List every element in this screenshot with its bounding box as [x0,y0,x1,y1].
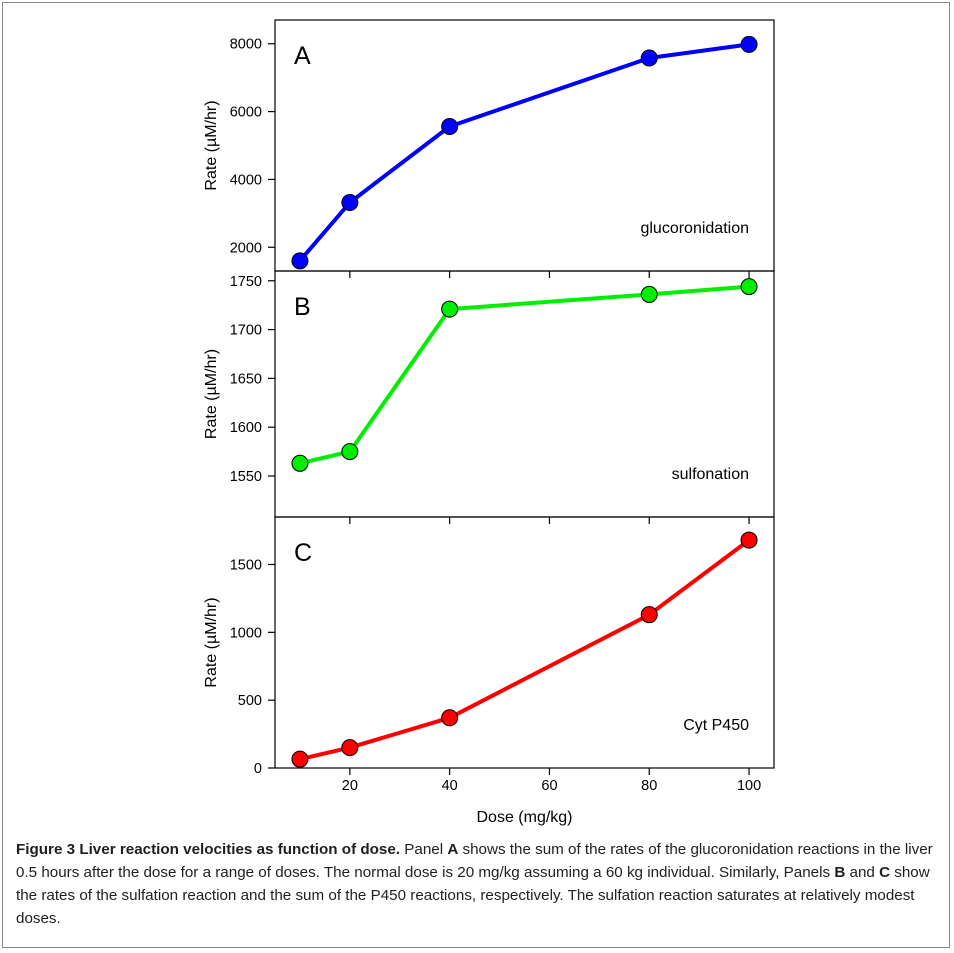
panel-a-data-point [640,49,658,67]
panel-c-y-axis-label: Rate (µM/hr) [203,597,220,687]
panel-a-y-tick-label: 6000 [230,105,262,121]
panel-b-data-point [341,443,359,461]
panel-c-y-tick-label: 1500 [230,557,262,573]
caption-text-4: show the rates of the sulfation reaction… [16,864,930,927]
panel-a-letter: A [294,42,311,70]
caption-text-1: Panel [400,841,448,858]
panel-c-data-point [341,739,359,757]
panel-a-y-tick-label: 8000 [230,37,262,53]
caption-panel-c: C [879,864,891,881]
x-tick-label: 20 [342,778,358,794]
caption-title: Liver reaction velocities as function of… [79,841,401,858]
x-axis-label: Dose (mg/kg) [476,809,572,826]
panel-c-y-tick-label: 1000 [230,625,262,641]
panel-c-axes-box [274,516,775,769]
caption-text-2: shows the sum of the rates of the glucor… [16,841,933,881]
panel-b-y-tick-label: 1600 [230,420,262,436]
panel-b-y-tick-label: 1700 [230,323,262,339]
panel-b-data-point [640,285,658,303]
panel-b-y-tick-label: 1750 [230,274,262,290]
x-tick-label: 80 [641,778,657,794]
panel-a-data-point [740,35,758,53]
panel-a-y-axis-label: Rate (µM/hr) [203,100,220,190]
panel-a-data-point [291,252,309,270]
panel-c-data-point [640,606,658,624]
panel-a-data-point [341,193,359,211]
panel-c-series-line [299,538,751,762]
x-tick-label: 40 [442,778,458,794]
x-tick-label: 100 [737,778,761,794]
caption-panel-b: B [834,864,846,881]
x-tick-label: 60 [541,778,557,794]
panel-a-y-tick-label: 2000 [230,240,262,256]
panel-b-y-axis-label: Rate (µM/hr) [203,349,220,439]
panel-b-data-point [291,454,309,472]
panel-b-series-line [299,284,750,466]
panel-c-data-point [740,531,758,549]
panel-c-letter: C [294,539,312,567]
caption-panel-a: A [447,841,459,858]
panel-b-data-point [441,300,459,318]
panel-b-y-tick-label: 1650 [230,371,262,387]
figure-caption: Figure 3 Liver reaction velocities as fu… [16,838,941,930]
caption-text-3: and [845,864,880,881]
caption-label: Figure 3 [16,841,76,858]
panel-c-annotation: Cyt P450 [683,717,749,734]
dose-rate-chart: 2000 4000 6000 8000 Rate (µM/hr) Aglucoronida… [203,19,775,826]
panel-c-y-tick-label: 0 [254,761,262,777]
panel-b-data-point [740,278,758,296]
panel-a-annotation: glucoronidation [640,220,749,237]
panel-c-data-point [291,750,309,768]
panel-c-data-point [441,709,459,727]
panel-b-annotation: sulfonation [672,466,749,483]
panel-a-y-tick-label: 4000 [230,172,262,188]
panel-a-data-point [441,118,459,136]
panel-c-y-tick-label: 500 [238,693,262,709]
panel-b-letter: B [294,293,311,321]
panel-b-y-tick-label: 1550 [230,469,262,485]
